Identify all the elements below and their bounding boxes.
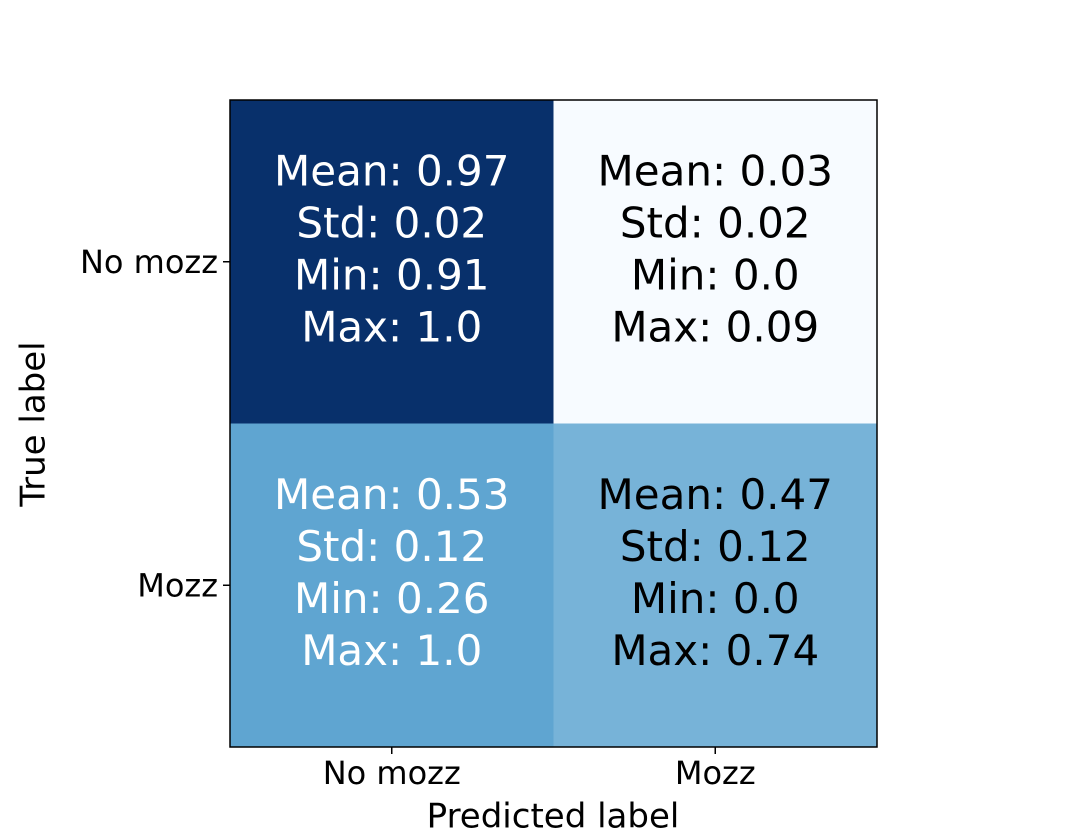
y-tick-label: Mozz xyxy=(137,566,218,604)
heatmap-cell xyxy=(553,423,877,747)
cell-label: Mean: 0.03 xyxy=(598,146,833,195)
x-axis-label: Predicted label xyxy=(427,797,680,837)
cell-label: Max: 0.09 xyxy=(611,302,819,351)
cell-label: Mean: 0.53 xyxy=(274,470,509,519)
cell-label: Min: 0.0 xyxy=(631,250,800,299)
cell-label: Max: 1.0 xyxy=(301,626,482,675)
cell-label: Mean: 0.47 xyxy=(598,470,833,519)
cell-label: Std: 0.02 xyxy=(296,198,487,247)
cell-label: Max: 0.74 xyxy=(611,626,819,675)
cell-label: Std: 0.12 xyxy=(620,522,811,571)
heatmap-cell xyxy=(553,100,877,424)
heatmap-cell xyxy=(230,100,554,424)
cell-label: Min: 0.0 xyxy=(631,574,800,623)
y-tick-label: No mozz xyxy=(80,243,218,281)
x-tick-label: Mozz xyxy=(675,754,756,792)
cell-label: Min: 0.91 xyxy=(294,250,490,299)
cell-label: Max: 1.0 xyxy=(301,302,482,351)
heatmap-cell xyxy=(230,423,554,747)
cell-label: Mean: 0.97 xyxy=(274,146,509,195)
cell-label: Min: 0.26 xyxy=(294,574,490,623)
y-axis-label: True label xyxy=(14,341,54,507)
plot-frame xyxy=(229,99,878,748)
cell-label: Std: 0.12 xyxy=(296,522,487,571)
cell-label: Std: 0.02 xyxy=(620,198,811,247)
x-tick-label: No mozz xyxy=(323,754,461,792)
